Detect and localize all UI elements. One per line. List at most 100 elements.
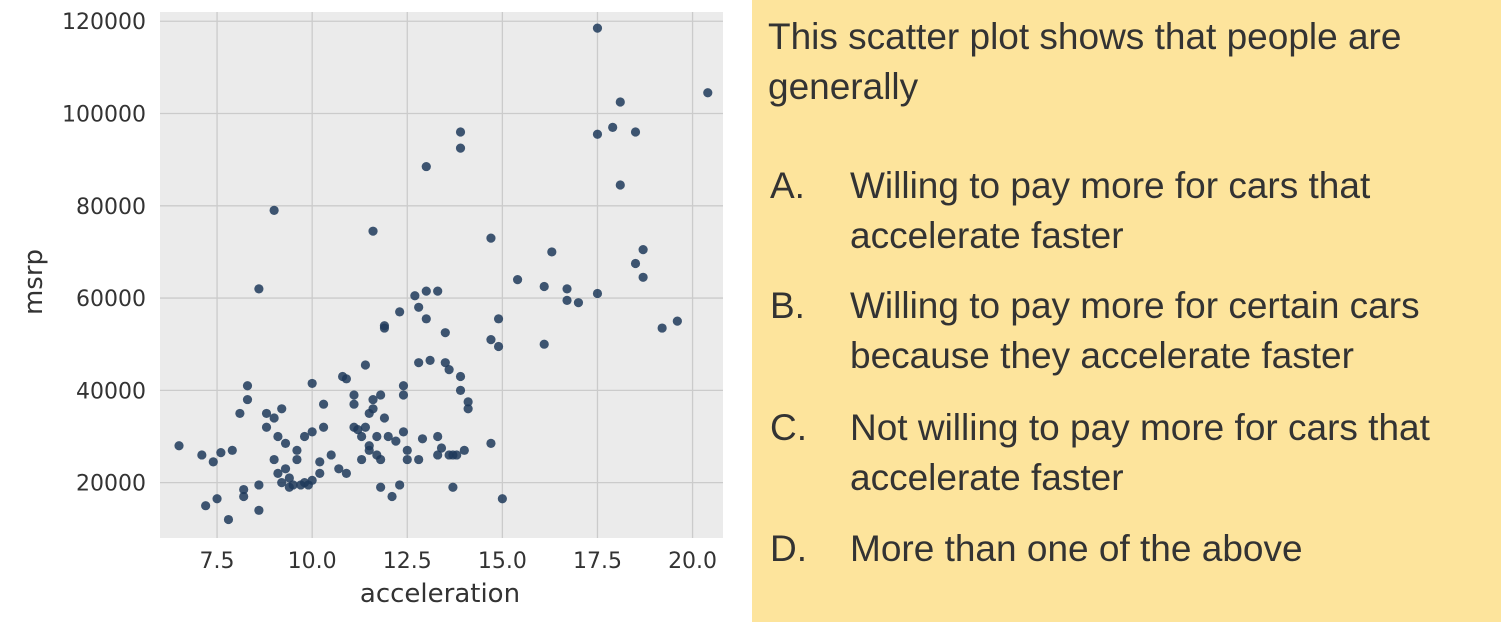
data-point <box>630 258 641 269</box>
y-axis-label: msrp <box>19 249 49 315</box>
data-point <box>630 127 641 137</box>
data-point <box>315 457 325 467</box>
option-letter: A. <box>770 165 805 206</box>
data-point <box>334 464 344 474</box>
data-point <box>315 468 325 479</box>
data-point <box>562 295 572 305</box>
data-point <box>379 323 390 333</box>
y-tick-label: 120000 <box>62 10 146 35</box>
data-point <box>349 399 359 409</box>
x-tick-label: 20.0 <box>668 549 717 574</box>
option-text: Willing to pay more for cars that accele… <box>850 165 1371 256</box>
data-point <box>376 390 386 400</box>
data-point <box>376 482 386 492</box>
data-point <box>261 422 272 432</box>
data-point <box>227 445 237 455</box>
data-point <box>410 291 420 301</box>
data-point <box>414 454 424 465</box>
data-point <box>292 454 302 465</box>
data-point <box>448 482 458 492</box>
data-point <box>383 431 393 442</box>
data-point <box>349 390 359 400</box>
data-point <box>341 468 351 479</box>
data-point <box>280 438 291 449</box>
data-point <box>239 491 249 502</box>
grid-lines <box>160 12 723 538</box>
data-point <box>197 450 207 460</box>
data-point <box>299 431 310 442</box>
data-point <box>280 464 291 474</box>
data-point <box>421 286 431 296</box>
data-point <box>486 438 496 449</box>
data-point <box>452 450 462 460</box>
data-point <box>395 480 405 490</box>
data-point <box>239 484 249 495</box>
data-point <box>592 129 603 139</box>
data-point <box>592 23 603 33</box>
data-point <box>398 390 409 400</box>
data-point <box>463 404 473 414</box>
data-point <box>326 450 336 460</box>
data-point <box>223 514 234 525</box>
data-point <box>657 323 667 333</box>
x-tick-label: 10.0 <box>288 549 337 574</box>
data-point <box>201 501 211 511</box>
data-point <box>269 454 279 465</box>
data-point <box>395 307 405 317</box>
data-point <box>455 143 466 153</box>
data-point <box>547 247 557 257</box>
data-point <box>433 286 443 296</box>
data-point <box>284 473 294 483</box>
data-point <box>216 448 226 458</box>
data-point <box>455 127 466 137</box>
data-point <box>608 122 618 132</box>
data-point <box>463 397 473 407</box>
data-point <box>372 431 382 442</box>
data-point <box>288 480 298 490</box>
data-point <box>387 491 397 502</box>
data-point <box>357 431 367 442</box>
data-point <box>368 404 378 414</box>
data-point <box>277 404 287 414</box>
data-point <box>357 454 367 465</box>
data-point <box>592 288 603 299</box>
option-letter: B. <box>770 285 805 326</box>
data-point <box>433 431 443 442</box>
option-text: Not willing to pay more for cars that ac… <box>850 407 1430 498</box>
data-point <box>417 434 428 444</box>
option-text: More than one of the above <box>850 528 1303 569</box>
data-point <box>486 233 496 243</box>
data-point <box>433 450 443 460</box>
data-point <box>539 281 549 292</box>
data-point <box>273 468 283 479</box>
data-point <box>360 360 371 370</box>
data-point <box>254 505 264 515</box>
question-panel: This scatter plot shows that people are … <box>752 0 1501 622</box>
option-text: Willing to pay more for certain cars bec… <box>850 285 1420 376</box>
data-point <box>402 445 412 455</box>
x-tick-label: 12.5 <box>383 549 432 574</box>
data-point <box>174 441 184 451</box>
y-tick-label: 40000 <box>76 379 146 404</box>
x-tick-label: 17.5 <box>573 549 622 574</box>
data-point <box>402 454 412 465</box>
data-point <box>254 284 264 294</box>
data-point <box>444 364 454 375</box>
data-point <box>539 339 549 349</box>
x-axis-label: acceleration <box>360 579 520 609</box>
data-point <box>421 161 431 172</box>
data-point <box>307 427 317 437</box>
data-point <box>703 88 713 98</box>
data-point <box>672 316 682 326</box>
data-point <box>455 371 466 382</box>
data-point <box>421 314 431 324</box>
data-point <box>307 475 317 485</box>
data-points <box>174 23 713 525</box>
data-point <box>360 422 371 432</box>
data-point <box>440 328 450 338</box>
question-text: This scatter plot shows that people are … <box>768 16 1402 107</box>
data-point <box>615 97 625 107</box>
data-point <box>414 302 424 312</box>
data-point <box>486 334 496 345</box>
data-point <box>242 381 253 391</box>
